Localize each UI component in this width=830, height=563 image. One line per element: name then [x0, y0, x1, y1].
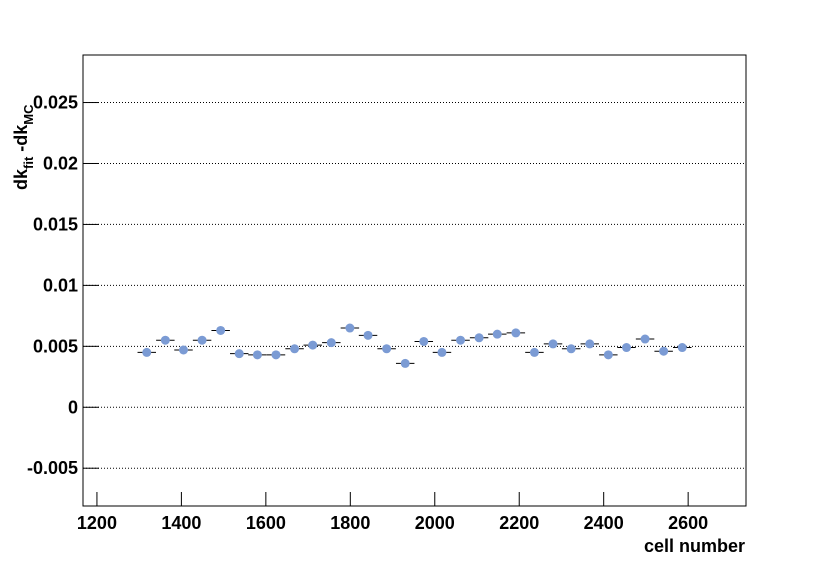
- x-tick-label: 1800: [330, 513, 370, 533]
- profile-point: [179, 345, 189, 355]
- x-tick-label: 2600: [668, 513, 708, 533]
- y-tick-label: 0.025: [33, 93, 78, 113]
- profile-point: [511, 328, 521, 338]
- profile-point: [252, 350, 262, 360]
- y-tick-label: -0.005: [27, 458, 78, 478]
- profile-point: [603, 350, 613, 360]
- y-title-part: -dk: [11, 124, 31, 157]
- profile-point: [585, 339, 595, 349]
- profile-point: [456, 335, 466, 345]
- profile-point: [160, 335, 170, 345]
- profile-point: [382, 344, 392, 354]
- y-tick-label: 0: [68, 397, 78, 417]
- profile-point: [234, 349, 244, 359]
- y-tick-label: 0.005: [33, 336, 78, 356]
- profile-point: [659, 346, 669, 356]
- profile-point: [492, 329, 502, 339]
- profile-point: [419, 336, 429, 346]
- y-axis-title: dkfit -dkMC: [11, 104, 36, 190]
- plot-frame: [82, 54, 747, 507]
- x-axis-title: cell number: [644, 536, 745, 556]
- profile-point: [197, 335, 207, 345]
- y-tick-label: 0.02: [43, 153, 78, 173]
- x-tick-label: 1600: [246, 513, 286, 533]
- profile-point: [621, 343, 631, 353]
- profile-point: [640, 334, 650, 344]
- y-title-sub: MC: [21, 104, 36, 125]
- x-tick-label: 2000: [415, 513, 455, 533]
- x-tick-label: 2200: [499, 513, 539, 533]
- profile-point: [142, 347, 152, 357]
- profile-point: [308, 340, 318, 350]
- profile-point: [677, 343, 687, 353]
- x-tick-label: 2400: [584, 513, 624, 533]
- profile-point: [271, 350, 281, 360]
- y-title-sub: fit: [21, 156, 36, 169]
- profile-point: [474, 333, 484, 343]
- profile-point: [566, 344, 576, 354]
- profile-point: [345, 323, 355, 333]
- profile-point: [363, 330, 373, 340]
- y-title-part: dk: [11, 168, 31, 190]
- profile-point: [548, 339, 558, 349]
- profile-point: [326, 338, 336, 348]
- profile-point: [290, 344, 300, 354]
- profile-point: [529, 347, 539, 357]
- profile-point: [216, 325, 226, 335]
- x-tick-label: 1400: [161, 513, 201, 533]
- profile-point: [437, 347, 447, 357]
- profile-point: [400, 358, 410, 368]
- y-tick-label: 0.015: [33, 214, 78, 234]
- x-tick-label: 1200: [77, 513, 117, 533]
- y-tick-label: 0.01: [43, 275, 78, 295]
